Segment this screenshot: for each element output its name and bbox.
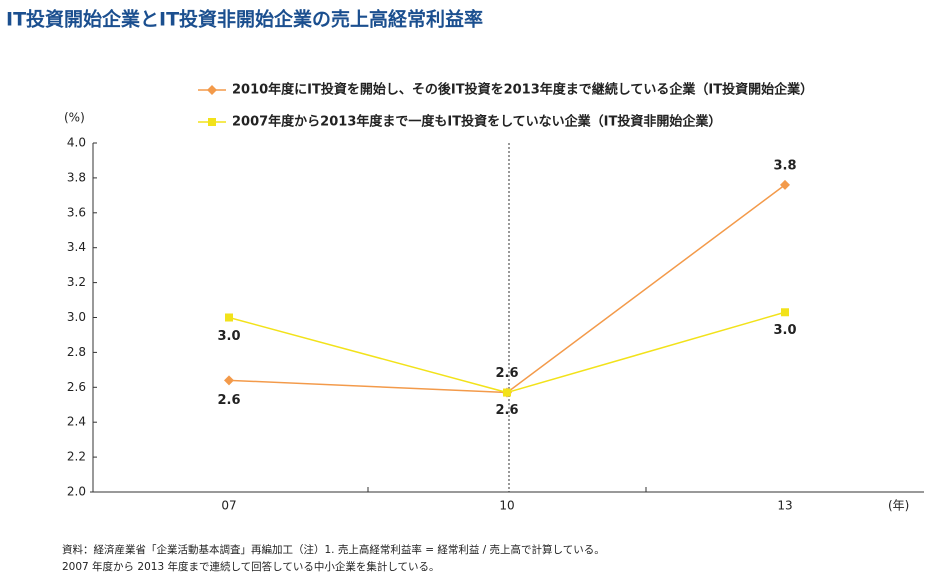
value-label: 3.0 — [773, 323, 796, 338]
legend-marker — [207, 85, 217, 95]
value-label: 3.8 — [773, 158, 796, 173]
y-tick-label: 2.0 — [67, 485, 86, 499]
x-axis-label: (年) — [888, 499, 909, 513]
line — [228, 184, 786, 394]
note: 2007 年度から 2013 年度まで連続して回答している中小企業を集計している… — [62, 560, 440, 573]
x-tick-label: 07 — [221, 499, 236, 513]
y-tick-label: 3.0 — [67, 310, 86, 324]
value-label: 2.6 — [495, 403, 518, 418]
legend-label: 2007年度から2013年度まで一度もIT投資をしていない企業（IT投資非開始企… — [232, 114, 721, 130]
y-tick-label: 3.6 — [67, 205, 86, 219]
point — [225, 313, 233, 322]
legend-marker — [208, 118, 216, 126]
y-tick-label: 3.4 — [67, 240, 86, 254]
point — [780, 179, 790, 190]
value-label: 3.0 — [217, 329, 240, 344]
y-tick-label: 2.2 — [67, 450, 86, 464]
x-tick-label: 10 — [499, 499, 514, 513]
x-tick-label: 13 — [777, 499, 792, 513]
y-axis-label: (%) — [64, 111, 85, 125]
point — [503, 388, 511, 397]
point — [224, 375, 234, 386]
y-tick-label: 2.8 — [67, 345, 86, 359]
point — [781, 308, 789, 317]
y-tick-label: 2.6 — [67, 380, 86, 394]
y-tick-label: 3.2 — [67, 275, 86, 289]
value-label: 2.6 — [495, 366, 518, 381]
value-label: 2.6 — [217, 393, 240, 408]
chart-title: IT投資開始企業とIT投資非開始企業の売上高経常利益率 — [6, 8, 483, 31]
y-tick-label: 3.8 — [67, 170, 86, 184]
note: 資料：経済産業省「企業活動基本調査」再編加工（注）1. 売上高経常利益率 = 経… — [62, 543, 605, 556]
y-tick-label: 2.4 — [67, 415, 86, 429]
legend-label: 2010年度にIT投資を開始し、その後IT投資を2013年度まで継続している企業… — [232, 82, 813, 98]
y-tick-label: 4.0 — [67, 136, 86, 150]
